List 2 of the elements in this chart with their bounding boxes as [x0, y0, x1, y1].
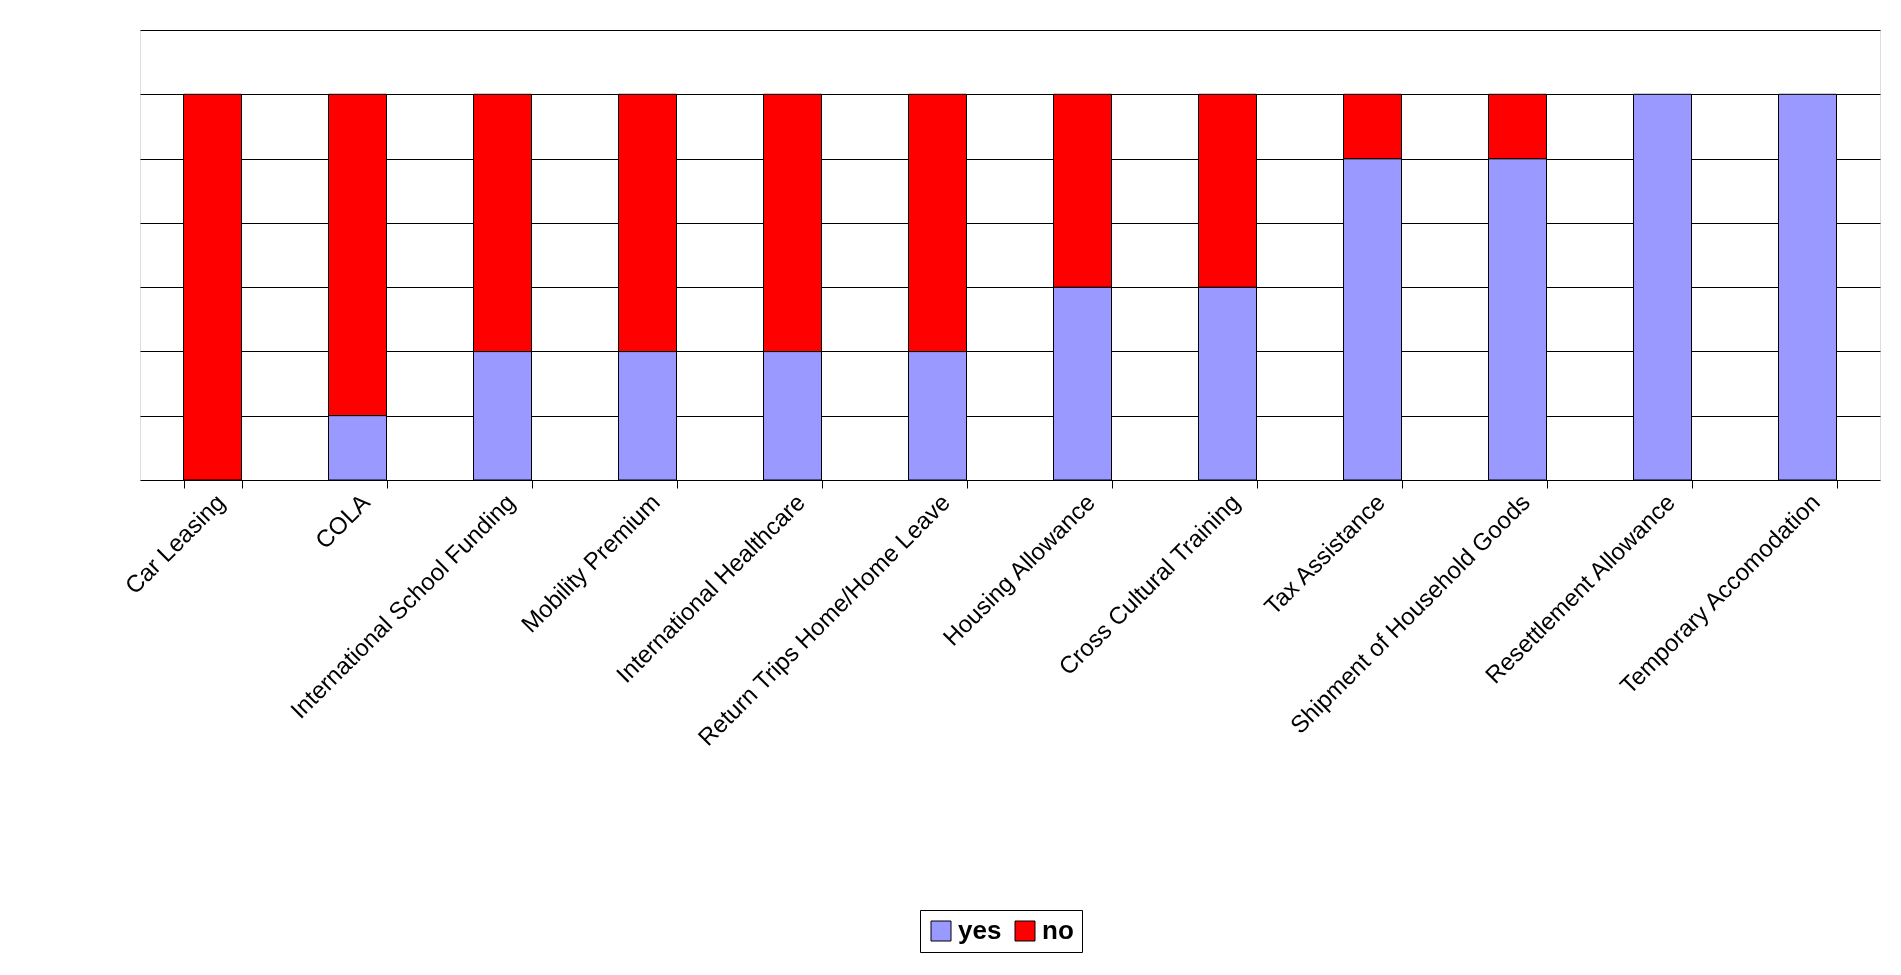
legend-label: no: [1042, 915, 1074, 945]
legend-label: yes: [958, 915, 1002, 945]
